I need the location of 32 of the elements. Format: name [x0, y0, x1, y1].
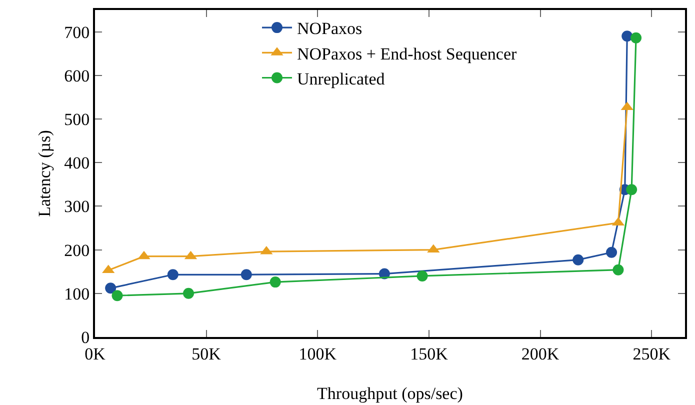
x-tick-label: 150K: [410, 344, 449, 364]
point: [612, 264, 624, 276]
point: [572, 254, 584, 266]
x-tick-label: 0K: [84, 344, 106, 364]
x-tick-label: 100K: [298, 344, 338, 364]
point: [240, 269, 252, 280]
y-tick-label: 0: [81, 328, 90, 347]
point: [112, 290, 123, 302]
y-axis-title: Latency (µs): [35, 130, 54, 217]
y-tick-label: 100: [64, 284, 90, 304]
point: [630, 32, 642, 44]
x-tick-label: 50K: [192, 344, 222, 364]
y-tick-label: 300: [64, 197, 90, 216]
y-tick-label: 500: [64, 110, 90, 129]
point: [606, 246, 618, 258]
legend-label: Unreplicated: [297, 69, 386, 88]
point: [270, 276, 281, 288]
y-tick-label: 400: [64, 154, 90, 173]
y-tick-label: 200: [64, 240, 90, 260]
point: [183, 288, 194, 299]
point: [416, 270, 428, 282]
x-tick-label: 250K: [632, 344, 672, 364]
x-tick-label: 200K: [521, 344, 560, 364]
y-tick-label: 700: [64, 22, 90, 42]
y-tick-label: 600: [64, 66, 90, 86]
point: [167, 269, 178, 280]
point: [105, 282, 116, 294]
point: [626, 184, 638, 196]
legend-label: NOPaxos: [297, 19, 362, 38]
x-axis-title: Throughput (ops/sec): [317, 384, 463, 403]
point: [622, 30, 633, 42]
legend-label: NOPaxos + End-host Sequencer: [297, 44, 518, 64]
